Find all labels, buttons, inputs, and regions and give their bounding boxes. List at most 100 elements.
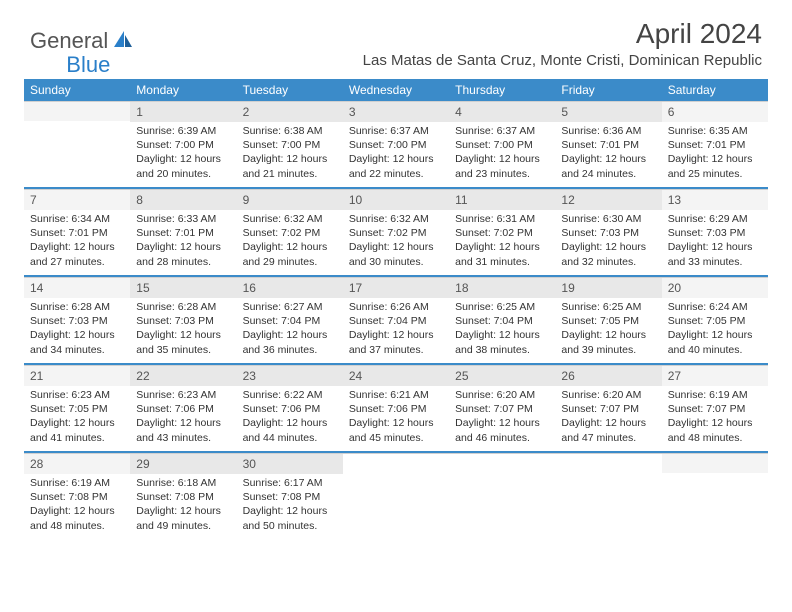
day-cell: 7Sunrise: 6:34 AMSunset: 7:01 PMDaylight… bbox=[24, 189, 130, 275]
day-body: Sunrise: 6:28 AMSunset: 7:03 PMDaylight:… bbox=[130, 298, 236, 361]
sunrise-text: Sunrise: 6:33 AM bbox=[136, 212, 230, 226]
sunset-text: Sunset: 7:04 PM bbox=[243, 314, 337, 328]
week-row: 1Sunrise: 6:39 AMSunset: 7:00 PMDaylight… bbox=[24, 101, 768, 187]
sunrise-text: Sunrise: 6:20 AM bbox=[455, 388, 549, 402]
daylight-text: Daylight: 12 hours and 39 minutes. bbox=[561, 328, 655, 356]
day-cell: 16Sunrise: 6:27 AMSunset: 7:04 PMDayligh… bbox=[237, 277, 343, 363]
sunset-text: Sunset: 7:01 PM bbox=[561, 138, 655, 152]
day-number-empty bbox=[24, 101, 130, 121]
day-body: Sunrise: 6:19 AMSunset: 7:08 PMDaylight:… bbox=[24, 474, 130, 537]
sunrise-text: Sunrise: 6:36 AM bbox=[561, 124, 655, 138]
sunrise-text: Sunrise: 6:18 AM bbox=[136, 476, 230, 490]
weekday-header: Thursday bbox=[449, 79, 555, 101]
day-number: 21 bbox=[24, 365, 130, 386]
day-number: 24 bbox=[343, 365, 449, 386]
day-body: Sunrise: 6:35 AMSunset: 7:01 PMDaylight:… bbox=[662, 122, 768, 185]
sunset-text: Sunset: 7:01 PM bbox=[30, 226, 124, 240]
sunset-text: Sunset: 7:06 PM bbox=[136, 402, 230, 416]
daylight-text: Daylight: 12 hours and 36 minutes. bbox=[243, 328, 337, 356]
day-body: Sunrise: 6:37 AMSunset: 7:00 PMDaylight:… bbox=[343, 122, 449, 185]
daylight-text: Daylight: 12 hours and 34 minutes. bbox=[30, 328, 124, 356]
sunset-text: Sunset: 7:03 PM bbox=[136, 314, 230, 328]
sunset-text: Sunset: 7:03 PM bbox=[561, 226, 655, 240]
day-cell: 18Sunrise: 6:25 AMSunset: 7:04 PMDayligh… bbox=[449, 277, 555, 363]
weekday-header: Wednesday bbox=[343, 79, 449, 101]
day-number: 5 bbox=[555, 101, 661, 122]
day-body: Sunrise: 6:28 AMSunset: 7:03 PMDaylight:… bbox=[24, 298, 130, 361]
day-cell bbox=[555, 453, 661, 539]
day-number: 6 bbox=[662, 101, 768, 122]
day-number-empty bbox=[555, 453, 661, 473]
sunset-text: Sunset: 7:07 PM bbox=[668, 402, 762, 416]
sunrise-text: Sunrise: 6:25 AM bbox=[455, 300, 549, 314]
weekday-header: Sunday bbox=[24, 79, 130, 101]
sunrise-text: Sunrise: 6:23 AM bbox=[136, 388, 230, 402]
day-cell: 29Sunrise: 6:18 AMSunset: 7:08 PMDayligh… bbox=[130, 453, 236, 539]
day-number: 9 bbox=[237, 189, 343, 210]
day-body: Sunrise: 6:34 AMSunset: 7:01 PMDaylight:… bbox=[24, 210, 130, 273]
day-number: 26 bbox=[555, 365, 661, 386]
day-number: 11 bbox=[449, 189, 555, 210]
daylight-text: Daylight: 12 hours and 48 minutes. bbox=[30, 504, 124, 532]
day-cell: 5Sunrise: 6:36 AMSunset: 7:01 PMDaylight… bbox=[555, 101, 661, 187]
day-cell: 9Sunrise: 6:32 AMSunset: 7:02 PMDaylight… bbox=[237, 189, 343, 275]
day-cell: 4Sunrise: 6:37 AMSunset: 7:00 PMDaylight… bbox=[449, 101, 555, 187]
logo-sail-icon bbox=[112, 29, 134, 54]
sunrise-text: Sunrise: 6:34 AM bbox=[30, 212, 124, 226]
day-number: 1 bbox=[130, 101, 236, 122]
day-cell: 12Sunrise: 6:30 AMSunset: 7:03 PMDayligh… bbox=[555, 189, 661, 275]
sunset-text: Sunset: 7:08 PM bbox=[243, 490, 337, 504]
day-cell: 30Sunrise: 6:17 AMSunset: 7:08 PMDayligh… bbox=[237, 453, 343, 539]
sunrise-text: Sunrise: 6:31 AM bbox=[455, 212, 549, 226]
sunset-text: Sunset: 7:00 PM bbox=[243, 138, 337, 152]
sunset-text: Sunset: 7:02 PM bbox=[455, 226, 549, 240]
daylight-text: Daylight: 12 hours and 38 minutes. bbox=[455, 328, 549, 356]
sunset-text: Sunset: 7:02 PM bbox=[349, 226, 443, 240]
day-cell bbox=[662, 453, 768, 539]
daylight-text: Daylight: 12 hours and 37 minutes. bbox=[349, 328, 443, 356]
daylight-text: Daylight: 12 hours and 46 minutes. bbox=[455, 416, 549, 444]
sunrise-text: Sunrise: 6:25 AM bbox=[561, 300, 655, 314]
day-number-empty bbox=[343, 453, 449, 473]
day-cell: 15Sunrise: 6:28 AMSunset: 7:03 PMDayligh… bbox=[130, 277, 236, 363]
daylight-text: Daylight: 12 hours and 50 minutes. bbox=[243, 504, 337, 532]
sunset-text: Sunset: 7:07 PM bbox=[561, 402, 655, 416]
day-body: Sunrise: 6:26 AMSunset: 7:04 PMDaylight:… bbox=[343, 298, 449, 361]
sunset-text: Sunset: 7:00 PM bbox=[349, 138, 443, 152]
weekday-header: Tuesday bbox=[237, 79, 343, 101]
day-body: Sunrise: 6:32 AMSunset: 7:02 PMDaylight:… bbox=[237, 210, 343, 273]
sunrise-text: Sunrise: 6:17 AM bbox=[243, 476, 337, 490]
sunset-text: Sunset: 7:08 PM bbox=[136, 490, 230, 504]
weekday-header: Monday bbox=[130, 79, 236, 101]
day-number: 15 bbox=[130, 277, 236, 298]
day-body: Sunrise: 6:21 AMSunset: 7:06 PMDaylight:… bbox=[343, 386, 449, 449]
day-cell: 10Sunrise: 6:32 AMSunset: 7:02 PMDayligh… bbox=[343, 189, 449, 275]
daylight-text: Daylight: 12 hours and 45 minutes. bbox=[349, 416, 443, 444]
day-cell: 24Sunrise: 6:21 AMSunset: 7:06 PMDayligh… bbox=[343, 365, 449, 451]
daylight-text: Daylight: 12 hours and 28 minutes. bbox=[136, 240, 230, 268]
day-body: Sunrise: 6:38 AMSunset: 7:00 PMDaylight:… bbox=[237, 122, 343, 185]
day-number: 18 bbox=[449, 277, 555, 298]
sunrise-text: Sunrise: 6:37 AM bbox=[349, 124, 443, 138]
sunrise-text: Sunrise: 6:27 AM bbox=[243, 300, 337, 314]
daylight-text: Daylight: 12 hours and 43 minutes. bbox=[136, 416, 230, 444]
sunset-text: Sunset: 7:05 PM bbox=[668, 314, 762, 328]
daylight-text: Daylight: 12 hours and 44 minutes. bbox=[243, 416, 337, 444]
sunrise-text: Sunrise: 6:35 AM bbox=[668, 124, 762, 138]
day-body: Sunrise: 6:31 AMSunset: 7:02 PMDaylight:… bbox=[449, 210, 555, 273]
sunset-text: Sunset: 7:00 PM bbox=[455, 138, 549, 152]
sunrise-text: Sunrise: 6:26 AM bbox=[349, 300, 443, 314]
daylight-text: Daylight: 12 hours and 25 minutes. bbox=[668, 152, 762, 180]
daylight-text: Daylight: 12 hours and 31 minutes. bbox=[455, 240, 549, 268]
weekday-header-row: SundayMondayTuesdayWednesdayThursdayFrid… bbox=[24, 79, 768, 101]
sunrise-text: Sunrise: 6:20 AM bbox=[561, 388, 655, 402]
sunset-text: Sunset: 7:05 PM bbox=[30, 402, 124, 416]
day-number: 8 bbox=[130, 189, 236, 210]
location: Las Matas de Santa Cruz, Monte Cristi, D… bbox=[363, 52, 762, 69]
day-body: Sunrise: 6:33 AMSunset: 7:01 PMDaylight:… bbox=[130, 210, 236, 273]
month-title: April 2024 bbox=[363, 18, 762, 50]
sunrise-text: Sunrise: 6:24 AM bbox=[668, 300, 762, 314]
sunset-text: Sunset: 7:08 PM bbox=[30, 490, 124, 504]
weekday-header: Friday bbox=[555, 79, 661, 101]
day-number: 25 bbox=[449, 365, 555, 386]
